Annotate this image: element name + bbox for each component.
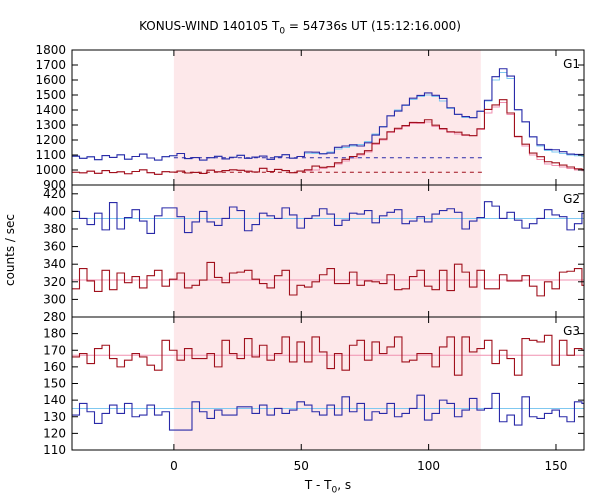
y-tick-label-g2: 420: [43, 187, 66, 201]
y-axis-label: counts / sec: [3, 213, 17, 287]
x-tick-label: 150: [545, 459, 568, 473]
highlight-band-g2: [173, 185, 481, 317]
y-tick-label-g1: 1800: [35, 43, 66, 57]
highlight-band-g1: [173, 50, 481, 185]
panel-label-g1: G1: [563, 57, 580, 71]
y-tick-label-g3: 130: [43, 410, 66, 424]
y-tick-label-g2: 300: [43, 292, 66, 306]
y-tick-label-g2: 340: [43, 257, 66, 271]
y-tick-label-g1: 1600: [35, 73, 66, 87]
y-tick-label-g3: 170: [43, 343, 66, 357]
y-tick-label-g2: 320: [43, 275, 66, 289]
lightcurve-blue-g1: [72, 68, 584, 161]
panel-label-g2: G2: [563, 192, 580, 206]
lightcurve-blue-g2: [72, 201, 584, 234]
panel-label-g3: G3: [563, 324, 580, 338]
lightcurve-blue-g3: [72, 392, 584, 431]
lightcurve-red-g3: [72, 334, 584, 376]
y-tick-label-g3: 120: [43, 426, 66, 440]
lightcurve-red-g2: [72, 261, 584, 297]
x-axis-label: T - T0, s: [72, 478, 584, 495]
title-rest: = 54736s UT (15:12:16.000): [285, 19, 461, 33]
title-main: KONUS-WIND 140105 T: [139, 19, 280, 33]
lightcurve-red-g1: [72, 99, 584, 175]
title-subscript: 0: [279, 26, 286, 37]
y-tick-label-g1: 900: [43, 178, 66, 192]
y-tick-label-g2: 360: [43, 240, 66, 254]
y-tick-label-g1: 1300: [35, 118, 66, 132]
y-tick-label-g3: 140: [43, 393, 66, 407]
y-tick-label-g1: 1500: [35, 88, 66, 102]
y-tick-label-g1: 1000: [35, 163, 66, 177]
x-tick-label: 0: [170, 459, 178, 473]
x-tick-label: 100: [417, 459, 440, 473]
y-tick-label-g1: 1700: [35, 58, 66, 72]
xlabel-subscript: 0: [331, 485, 338, 496]
x-tick-label: 50: [294, 459, 309, 473]
y-tick-label-g2: 380: [43, 222, 66, 236]
highlight-band-g3: [173, 317, 481, 450]
y-tick-label-g1: 1200: [35, 133, 66, 147]
y-tick-label-g3: 180: [43, 327, 66, 341]
xlabel-main: T - T: [304, 478, 332, 492]
y-tick-label-g3: 110: [43, 443, 66, 457]
xlabel-rest: , s: [337, 478, 352, 492]
y-tick-label-g1: 1400: [35, 103, 66, 117]
y-tick-label-g1: 1100: [35, 148, 66, 162]
y-tick-label-g3: 160: [43, 360, 66, 374]
y-tick-label-g2: 400: [43, 204, 66, 218]
chart-title: KONUS-WIND 140105 T0 = 54736s UT (15:12:…: [0, 19, 600, 36]
y-tick-label-g3: 150: [43, 377, 66, 391]
y-tick-label-g2: 280: [43, 310, 66, 324]
